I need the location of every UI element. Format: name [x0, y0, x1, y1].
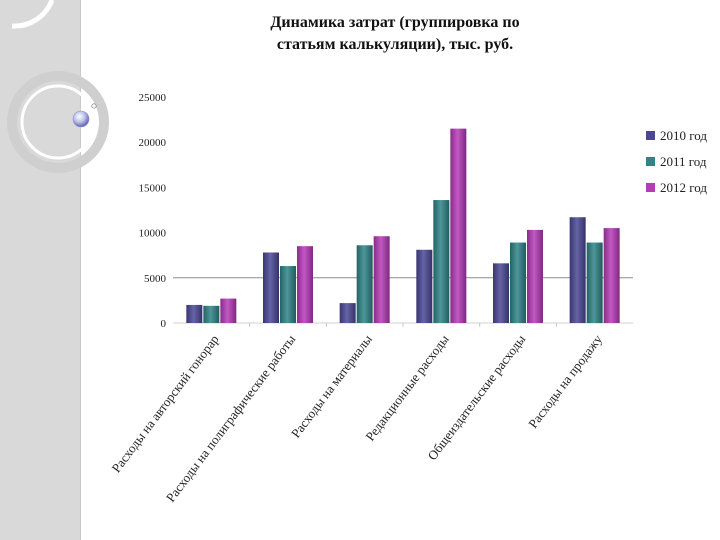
y-tick-label: 10000 [139, 228, 167, 240]
x-category-label: Расходы на материалы [288, 332, 375, 441]
bar [280, 266, 296, 323]
bar [297, 246, 313, 323]
bar [586, 242, 603, 323]
bar [220, 298, 237, 323]
y-axis: 0 5000 10000 15000 20000 25000 [139, 92, 167, 330]
bar [569, 217, 586, 323]
chart-title-line-1: Динамика затрат (группировка по [270, 14, 520, 31]
deco-ring-outer [7, 71, 109, 173]
bar [416, 249, 433, 323]
legend-label: 2010 год [660, 128, 707, 143]
decorative-circles [7, 0, 109, 173]
y-tick-label: 0 [161, 318, 167, 330]
deco-ring-inner [20, 84, 96, 160]
legend-swatch [646, 157, 655, 166]
bar [203, 305, 220, 323]
x-category-label: Расходы на продажу [525, 331, 605, 430]
bar [263, 252, 279, 323]
bar [356, 245, 373, 323]
y-tick-label: 15000 [139, 182, 167, 194]
y-tick-label: 25000 [139, 92, 167, 104]
x-category-label: Редакционные расходы [362, 332, 452, 444]
bar [450, 128, 467, 323]
legend-swatch [646, 183, 655, 192]
bar [373, 236, 390, 323]
bar [527, 229, 543, 323]
bar [433, 200, 450, 323]
deco-ball [72, 110, 90, 128]
x-category-label: Расходы на полиграфические работы [163, 332, 299, 505]
bar [186, 304, 203, 323]
legend-swatch [646, 131, 655, 140]
y-tick-label: 20000 [139, 137, 167, 149]
bar [493, 263, 509, 323]
chart-grid [173, 277, 633, 324]
bar [510, 242, 526, 323]
legend-label: 2012 год [660, 180, 707, 195]
chart-title: Динамика затрат (группировка по статьям … [180, 12, 610, 56]
legend-label: 2011 год [660, 154, 707, 169]
deco-arc-top [11, 0, 55, 29]
bar [603, 228, 620, 323]
chart-bars [186, 128, 620, 323]
chart-legend: 2010 год 2011 год 2012 год [646, 128, 707, 195]
chart-title-line-2: статьям калькуляции), тыс. руб. [276, 36, 514, 53]
bar [339, 303, 356, 323]
y-tick-label: 5000 [144, 273, 167, 285]
deco-dot [91, 103, 97, 109]
